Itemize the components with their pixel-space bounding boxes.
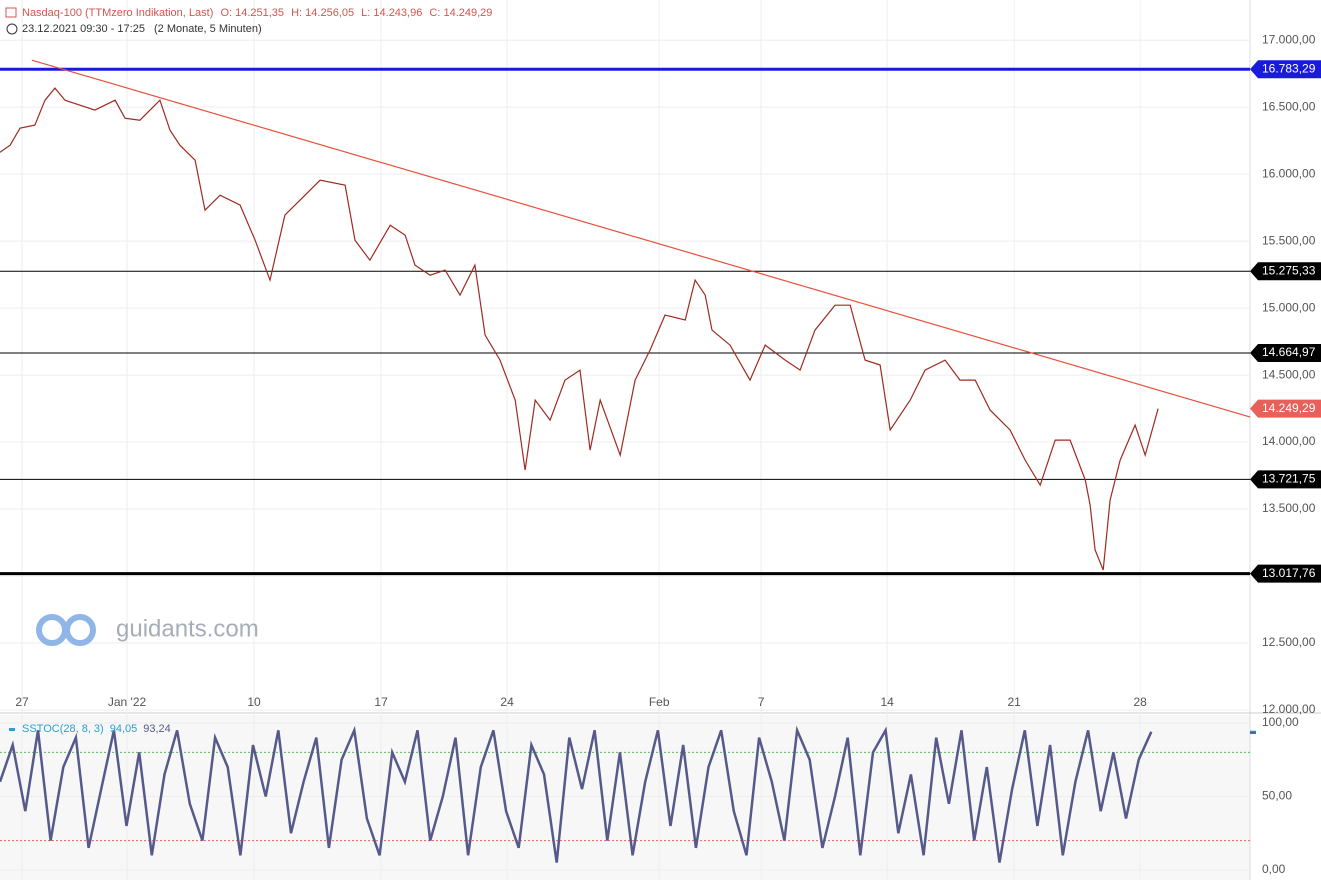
x-tick-label: 17 — [374, 695, 388, 709]
header-line: Nasdaq-100 (TTMzero Indikation, Last) O:… — [22, 7, 492, 19]
y-tick-label: 17.000,00 — [1262, 32, 1316, 46]
x-tick-label: 27 — [15, 695, 29, 709]
y-tick-label: 15.000,00 — [1262, 300, 1316, 314]
x-tick-label: 10 — [247, 695, 261, 709]
y-tick-label: 16.000,00 — [1262, 166, 1316, 180]
range-line: 23.12.2021 09:30 - 17:25 (2 Monate, 5 Mi… — [22, 23, 262, 35]
high: H: 14.256,05 — [291, 7, 354, 19]
watermark-logo — [36, 614, 96, 646]
x-tick-label: 7 — [758, 695, 765, 709]
legend-value: 94,05 — [110, 723, 138, 735]
y-tick-label: 12.000,00 — [1262, 702, 1316, 716]
level-tag — [1250, 262, 1321, 281]
y-tick-label: 13.500,00 — [1262, 501, 1316, 515]
y-tick-label: 12.500,00 — [1262, 635, 1316, 649]
level-label: 13.721,75 — [1262, 472, 1316, 486]
clock-icon — [6, 23, 18, 35]
level-label: 13.017,76 — [1262, 566, 1316, 580]
x-tick-label: 24 — [500, 695, 514, 709]
y-tick-label: 15.500,00 — [1262, 233, 1316, 247]
last-price-tag — [1250, 399, 1321, 418]
series-line — [0, 725, 1153, 863]
low: L: 14.243,96 — [361, 7, 422, 19]
legend-name: SSTOC(28, 8, 3) — [22, 723, 104, 735]
level-tag — [1250, 60, 1321, 79]
y-tick-label: 0,00 — [1262, 862, 1286, 876]
y-tick-label: 100,00 — [1262, 715, 1299, 729]
x-tick-label: Jan '22 — [108, 695, 147, 709]
series-line — [0, 87, 1159, 571]
x-tick-label: 21 — [1007, 695, 1021, 709]
candle-icon — [5, 7, 17, 18]
open: O: 14.251,35 — [220, 7, 284, 19]
close: C: 14.249,29 — [429, 7, 492, 19]
level-tag — [1250, 343, 1321, 362]
x-tick-label: 14 — [880, 695, 894, 709]
level-tag — [1250, 470, 1321, 489]
y-tick-label: 14.500,00 — [1262, 367, 1316, 381]
level-label: 14.664,97 — [1262, 345, 1316, 359]
watermark: guidants.com — [116, 615, 259, 642]
legend-value: 93,24 — [143, 723, 171, 735]
legend-swatch — [9, 728, 15, 731]
y-tick-label: 14.000,00 — [1262, 434, 1316, 448]
trend-line — [31, 59, 1251, 418]
period: (2 Monate, 5 Minuten) — [154, 23, 262, 35]
level-label: 16.783,29 — [1262, 61, 1316, 75]
last-price-label: 14.249,29 — [1262, 401, 1316, 415]
stoch-pane: 0,00 50,00 100,00 SSTOC(28, 8, 3) 94,05 93,24 — [0, 715, 1299, 876]
legend-text: SSTOC(28, 8, 3) 94,05 93,24 — [22, 723, 171, 735]
x-tick-label: 28 — [1134, 695, 1148, 709]
y-tick-label: 16.500,00 — [1262, 99, 1316, 113]
x-tick-label: Feb — [649, 695, 670, 709]
instrument: Nasdaq-100 (TTMzero Indikation, Last) — [22, 7, 213, 19]
range: 23.12.2021 09:30 - 17:25 — [22, 23, 145, 35]
y-tick-label: 50,00 — [1262, 789, 1292, 803]
level-tag — [1250, 564, 1321, 583]
level-label: 15.275,33 — [1262, 263, 1316, 277]
